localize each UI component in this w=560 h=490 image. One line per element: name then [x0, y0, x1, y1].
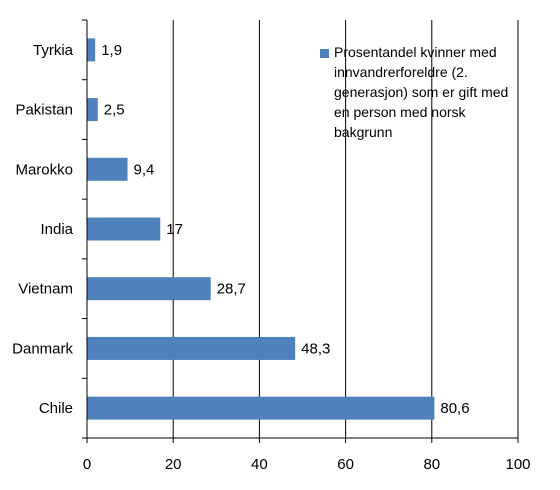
data-label: 9,4 — [134, 161, 155, 178]
category-label: Tyrkia — [33, 42, 74, 59]
legend: Prosentandel kvinner med innvandrerforel… — [316, 42, 516, 142]
category-labels: Tyrkia Pakistan Marokko India Vietnam Danmark… — [12, 42, 74, 417]
axes — [82, 19, 519, 443]
data-label: 1,9 — [101, 42, 122, 59]
grid-lines — [172, 20, 519, 438]
category-label: Pakistan — [15, 102, 73, 119]
category-label: Vietnam — [18, 281, 73, 298]
legend-swatch — [320, 49, 329, 58]
data-label: 28,7 — [217, 281, 246, 298]
data-label: 2,5 — [104, 102, 125, 119]
bars — [87, 38, 435, 420]
x-tick-label: 40 — [251, 456, 268, 473]
value-labels: 1,9 2,5 9,4 17 28,7 48,3 80,6 — [101, 42, 469, 417]
bar-chile — [87, 396, 435, 420]
x-tick-label: 80 — [423, 456, 440, 473]
x-tick-label: 60 — [337, 456, 354, 473]
x-tick-label: 0 — [83, 456, 91, 473]
bar-india — [87, 217, 161, 241]
data-label: 48,3 — [301, 340, 330, 357]
bar-pakistan — [87, 98, 98, 122]
bar-danmark — [87, 336, 296, 360]
data-label: 80,6 — [440, 400, 469, 417]
legend-label: Prosentandel kvinner med innvandrerforel… — [334, 44, 509, 140]
x-tick-label: 100 — [505, 456, 530, 473]
category-label: Chile — [39, 400, 73, 417]
bar-vietnam — [87, 277, 211, 301]
bar-marokko — [87, 157, 128, 181]
x-tick-label: 20 — [165, 456, 182, 473]
x-tick-labels: 0 20 40 60 80 100 — [83, 456, 531, 473]
bar-tyrkia — [87, 38, 96, 62]
category-label: Marokko — [15, 161, 73, 178]
data-label: 17 — [166, 221, 183, 238]
category-label: India — [40, 221, 73, 238]
category-label: Danmark — [12, 340, 73, 357]
